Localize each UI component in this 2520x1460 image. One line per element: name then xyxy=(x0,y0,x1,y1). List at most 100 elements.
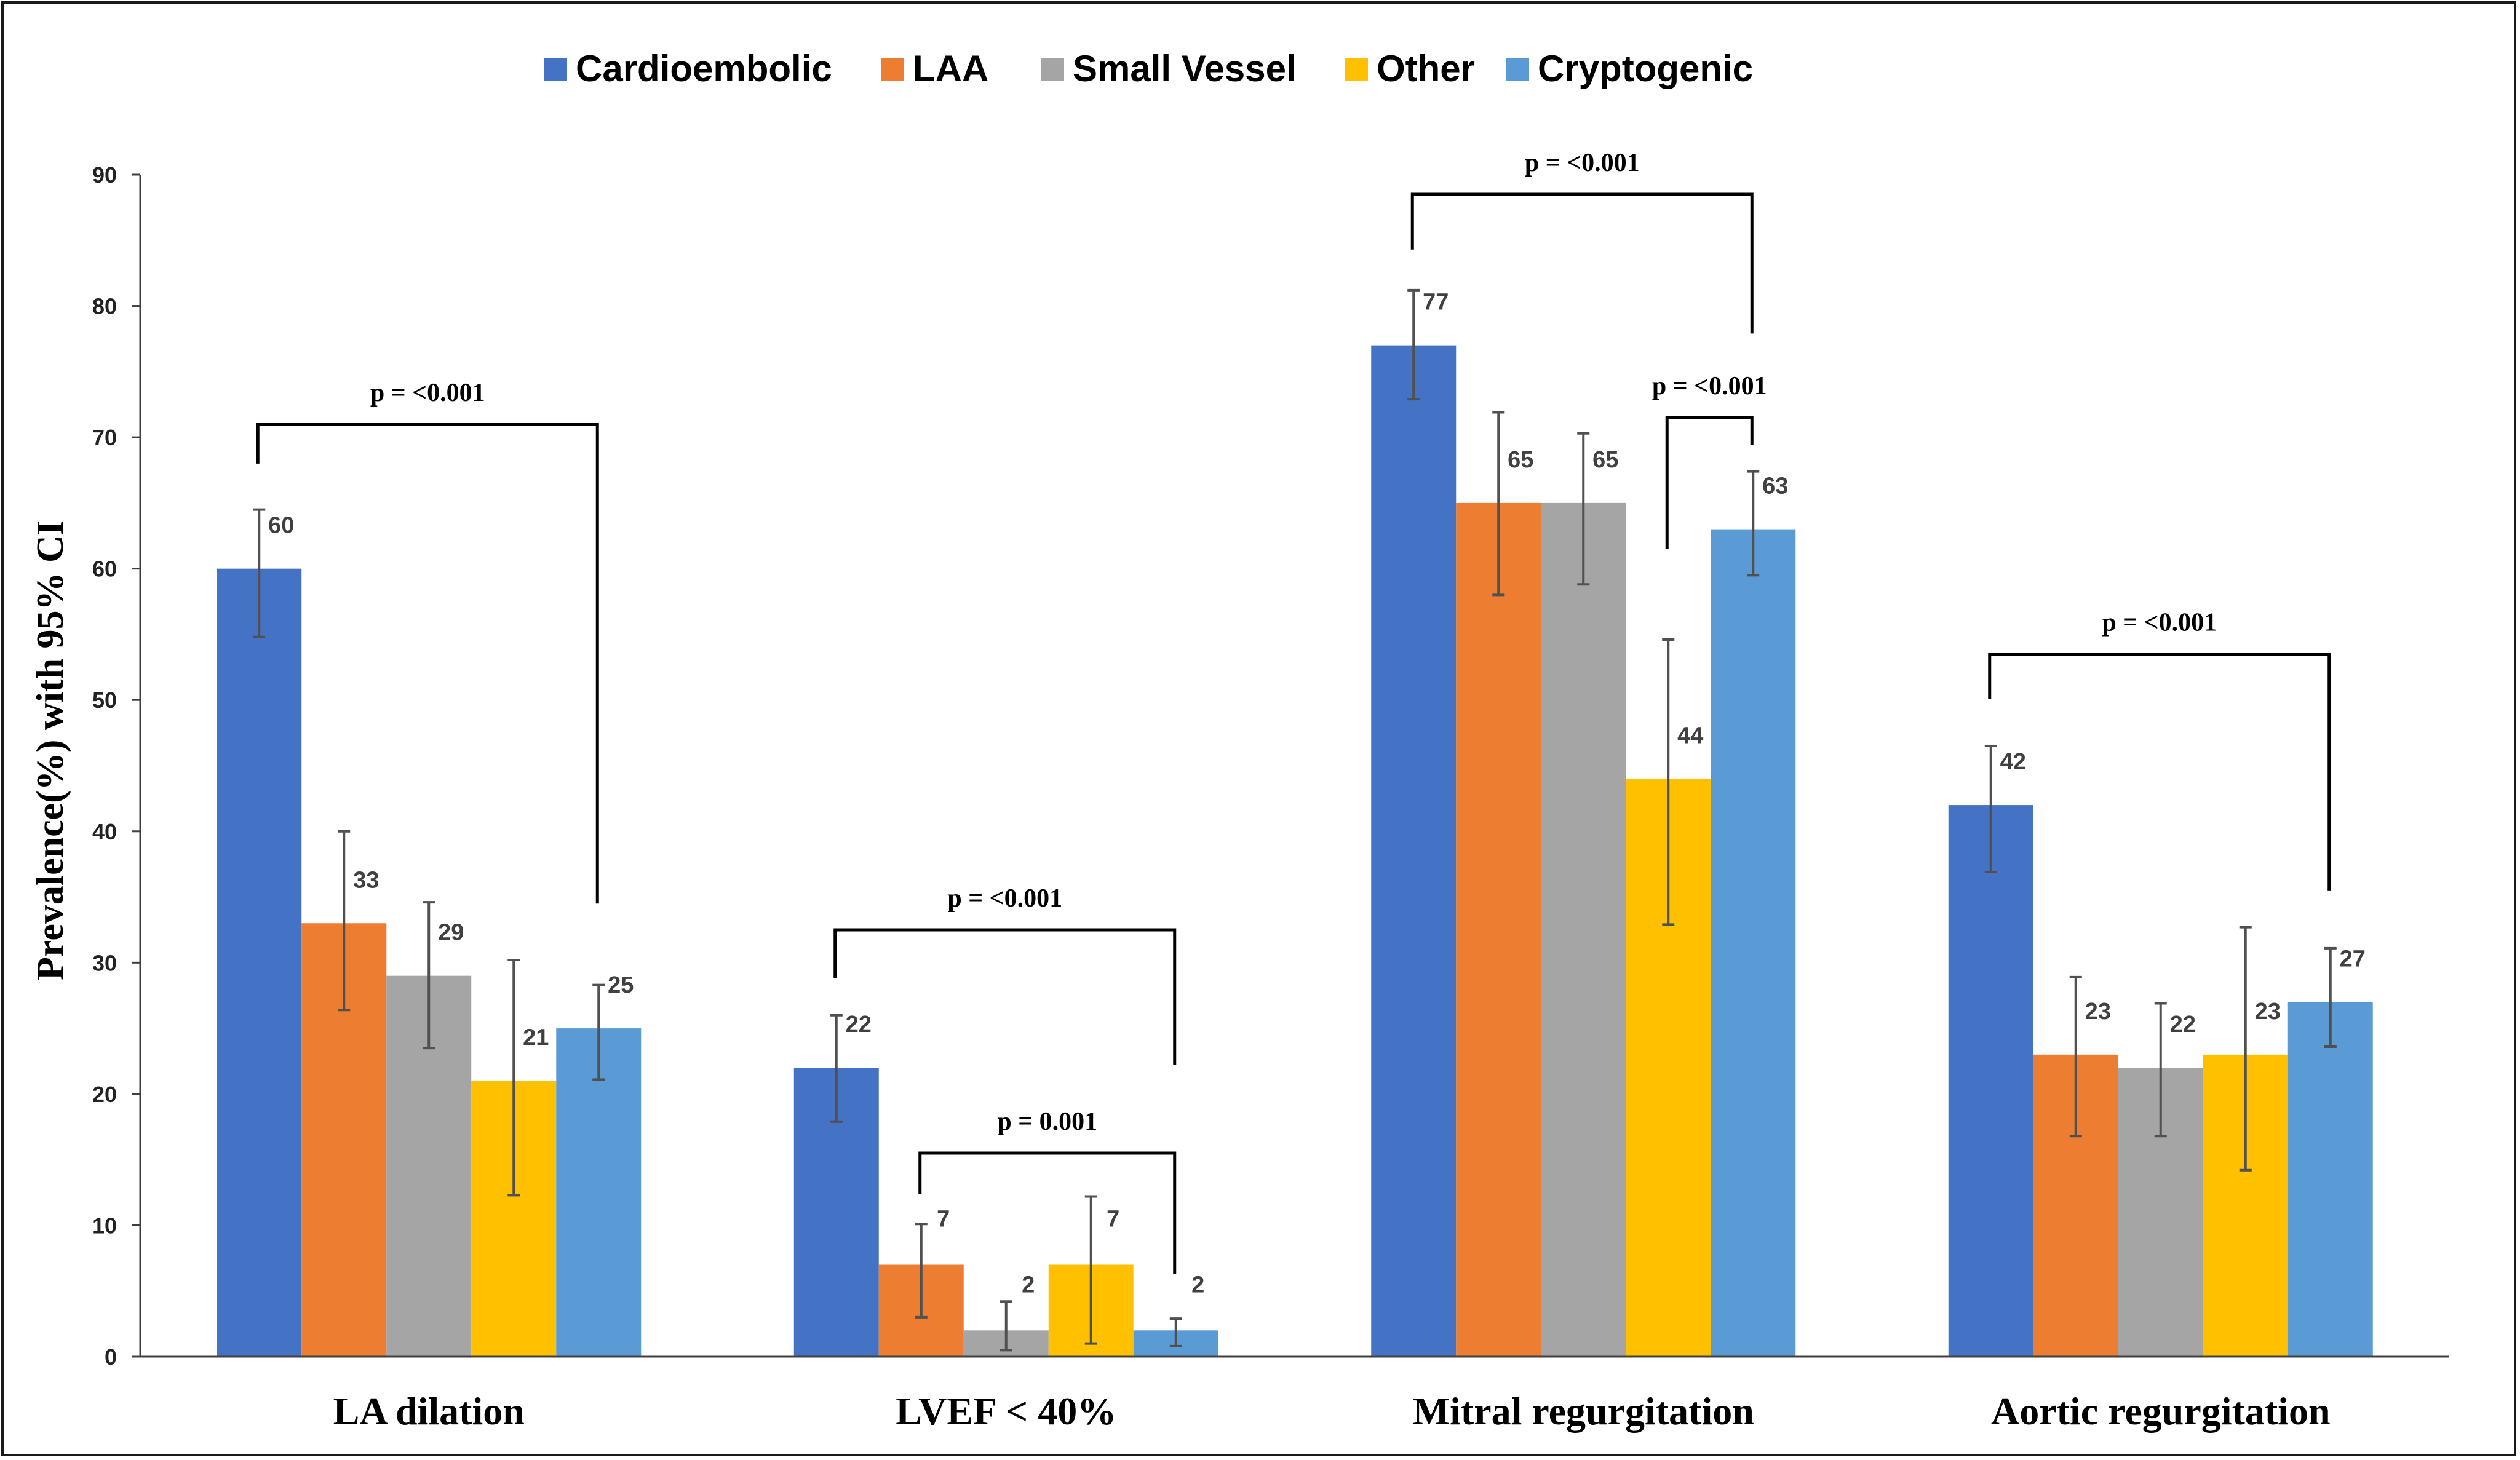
error-bar-other-aortic-regurgitation xyxy=(2239,926,2252,1172)
error-bar-laa-lvef-40 xyxy=(915,1223,928,1319)
error-bar-small-vessel-la-dilation xyxy=(423,901,435,1050)
error-bar-laa-la-dilation xyxy=(338,830,351,1012)
data-label-cryptogenic-la-dilation: 25 xyxy=(608,972,634,998)
data-label-other-aortic-regurgitation: 23 xyxy=(2255,999,2281,1025)
legend: Cardioembolic LAA Small Vessel Other Cryptog… xyxy=(544,48,1753,89)
significance-bracket-4: p = <0.001 xyxy=(1410,149,1754,334)
error-bar-cardioembolic-mitral-regurgitation xyxy=(1407,288,1420,401)
y-tick-label: 80 xyxy=(92,294,117,319)
data-label-laa-la-dilation: 33 xyxy=(353,867,379,893)
error-bar-cardioembolic-la-dilation xyxy=(253,508,266,638)
bars xyxy=(217,345,2373,1357)
bar-cardioembolic-la-dilation xyxy=(217,568,302,1357)
significance-brackets: p = <0.001 p = <0.001 p = 0.001 p = <0.001 p… xyxy=(256,149,2331,1274)
bar-small-vessel-mitral-regurgitation xyxy=(1541,502,1626,1357)
x-category-label-la-dilation: LA dilation xyxy=(333,1389,525,1433)
bracket-line xyxy=(833,928,1177,1065)
error-bar-laa-aortic-regurgitation xyxy=(2069,975,2082,1138)
legend-swatch xyxy=(544,58,567,81)
legend-label: Small Vessel xyxy=(1073,48,1297,89)
y-tick-label: 70 xyxy=(92,425,117,450)
p-value-label: p = <0.001 xyxy=(1525,149,1640,177)
p-value-label: p = 0.001 xyxy=(997,1108,1097,1136)
bracket-line xyxy=(1410,192,1754,334)
data-label-laa-mitral-regurgitation: 65 xyxy=(1508,447,1533,473)
data-label-small-vessel-la-dilation: 29 xyxy=(438,920,464,946)
y-tick-label: 0 xyxy=(105,1344,117,1370)
data-label-cryptogenic-mitral-regurgitation: 63 xyxy=(1762,474,1788,499)
bar-cardioembolic-aortic-regurgitation xyxy=(1948,805,2033,1357)
legend-label: Other xyxy=(1377,48,1475,89)
y-tick-label: 20 xyxy=(92,1082,117,1107)
error-bar-cryptogenic-lvef-40 xyxy=(1169,1317,1182,1347)
error-bar-other-la-dilation xyxy=(507,959,520,1197)
bar-cryptogenic-aortic-regurgitation xyxy=(2287,1002,2373,1357)
significance-bracket-5: p = <0.001 xyxy=(1652,372,1767,549)
bracket-line xyxy=(256,423,599,904)
y-tick-label: 10 xyxy=(92,1213,117,1238)
legend-swatch xyxy=(881,58,904,81)
p-value-label: p = <0.001 xyxy=(947,884,1062,913)
bracket-line xyxy=(1665,416,1754,549)
error-bar-cryptogenic-aortic-regurgitation xyxy=(2324,946,2337,1049)
y-tick-label: 90 xyxy=(92,162,117,188)
significance-bracket-2: p = <0.001 xyxy=(833,884,1177,1065)
error-bar-small-vessel-lvef-40 xyxy=(1000,1300,1012,1352)
legend-label: Cardioembolic xyxy=(576,48,832,89)
data-label-cardioembolic-lvef-40: 22 xyxy=(846,1012,872,1037)
legend-swatch xyxy=(1506,58,1529,81)
p-value-label: p = <0.001 xyxy=(1652,372,1767,400)
p-value-label: p = <0.001 xyxy=(370,379,485,407)
bar-laa-mitral-regurgitation xyxy=(1456,502,1541,1357)
data-label-other-la-dilation: 21 xyxy=(523,1025,549,1051)
legend-swatch xyxy=(1041,58,1064,81)
significance-bracket-1: p = <0.001 xyxy=(256,379,599,904)
data-label-small-vessel-aortic-regurgitation: 22 xyxy=(2170,1012,2196,1037)
legend-label: LAA xyxy=(913,48,988,89)
legend-item-cryptogenic: Cryptogenic xyxy=(1506,48,1753,89)
legend-item-small-vessel: Small Vessel xyxy=(1041,48,1297,89)
bar-cryptogenic-la-dilation xyxy=(556,1028,642,1357)
legend-item-laa: LAA xyxy=(881,48,988,89)
legend-item-cardioembolic: Cardioembolic xyxy=(544,48,832,89)
error-bar-small-vessel-mitral-regurgitation xyxy=(1577,432,1590,586)
bracket-line xyxy=(918,1151,1177,1274)
x-axis: LA dilation LVEF < 40% Mitral regurgitatio… xyxy=(140,1355,2449,1433)
data-label-other-lvef-40: 7 xyxy=(1107,1207,1119,1232)
x-category-label-aortic-regurgitation: Aortic regurgitation xyxy=(1991,1389,2331,1433)
y-tick-label: 30 xyxy=(92,950,117,975)
y-tick-label: 60 xyxy=(92,557,117,582)
error-bar-cardioembolic-lvef-40 xyxy=(830,1014,843,1123)
bar-cardioembolic-mitral-regurgitation xyxy=(1371,345,1457,1357)
error-bar-cardioembolic-aortic-regurgitation xyxy=(1984,744,1997,873)
data-label-small-vessel-mitral-regurgitation: 65 xyxy=(1592,447,1618,473)
data-label-cardioembolic-aortic-regurgitation: 42 xyxy=(2000,749,2026,775)
data-label-cardioembolic-la-dilation: 60 xyxy=(268,513,294,539)
error-bar-other-lvef-40 xyxy=(1084,1195,1097,1345)
data-label-laa-aortic-regurgitation: 23 xyxy=(2085,999,2111,1025)
y-axis: 0 10 20 30 40 50 60 70 80 90 xyxy=(92,162,141,1370)
data-label-small-vessel-lvef-40: 2 xyxy=(1022,1272,1035,1298)
error-bar-cryptogenic-la-dilation xyxy=(592,983,605,1081)
error-bar-other-mitral-regurgitation xyxy=(1662,638,1675,926)
error-bar-cryptogenic-mitral-regurgitation xyxy=(1747,470,1760,577)
p-value-label: p = <0.001 xyxy=(2102,608,2217,637)
legend-label: Cryptogenic xyxy=(1538,48,1753,89)
significance-bracket-3: p = 0.001 xyxy=(918,1108,1177,1274)
data-label-laa-lvef-40: 7 xyxy=(937,1207,950,1232)
x-category-label-mitral-regurgitation: Mitral regurgitation xyxy=(1413,1389,1754,1433)
y-axis-label: Prevalence(%) with 95% CI xyxy=(30,520,71,980)
error-bar-laa-mitral-regurgitation xyxy=(1492,411,1505,597)
legend-swatch xyxy=(1345,58,1368,81)
data-label-cryptogenic-lvef-40: 2 xyxy=(1191,1272,1204,1298)
significance-bracket-6: p = <0.001 xyxy=(1988,608,2331,891)
bar-cryptogenic-mitral-regurgitation xyxy=(1711,529,1796,1357)
error-bars xyxy=(253,288,2337,1352)
bracket-line xyxy=(1988,652,2331,891)
legend-item-other: Other xyxy=(1345,48,1475,89)
error-bar-small-vessel-aortic-regurgitation xyxy=(2154,1002,2167,1138)
x-category-label-lvef-40: LVEF < 40% xyxy=(896,1389,1116,1433)
data-label-other-mitral-regurgitation: 44 xyxy=(1677,723,1703,748)
data-label-cryptogenic-aortic-regurgitation: 27 xyxy=(2340,946,2366,972)
